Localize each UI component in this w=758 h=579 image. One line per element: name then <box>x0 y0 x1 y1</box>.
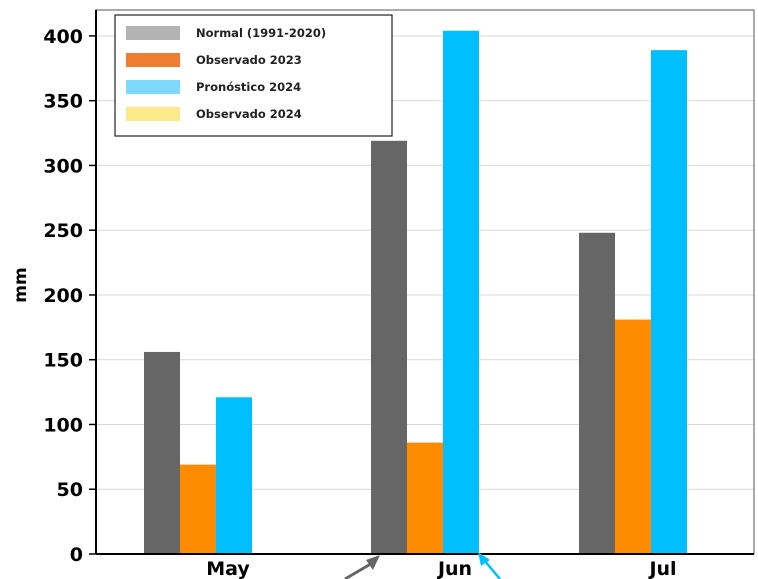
bar-observado-2023-jun <box>407 442 443 554</box>
bar-normal-1991-2020--may <box>144 351 180 554</box>
y-tick-label: 100 <box>43 414 83 436</box>
y-tick-label: 350 <box>43 91 83 113</box>
y-tick-label: 0 <box>70 544 83 566</box>
arrow-gray-head <box>366 555 380 570</box>
x-tick-label: Jul <box>647 558 676 579</box>
bar-pron-stico-2024-may <box>216 397 252 554</box>
bar-observado-2023-jul <box>615 319 651 554</box>
x-tick-labels: May Jun Jul <box>206 558 676 579</box>
y-axis-label: mm <box>11 267 31 302</box>
legend-swatch <box>126 53 180 67</box>
legend-swatch <box>126 107 180 121</box>
y-tick-label: 250 <box>43 220 83 242</box>
y-tick-labels: 0 50 100 150 200 250 300 350 400 <box>43 26 96 566</box>
legend-swatch <box>126 26 180 40</box>
annotation-arrows <box>344 552 501 579</box>
legend-label: Pronóstico 2024 <box>196 80 301 94</box>
y-tick-label: 300 <box>43 155 83 177</box>
bar-normal-1991-2020--jun <box>371 140 407 555</box>
y-tick-label: 150 <box>43 350 83 372</box>
legend-swatch <box>126 80 180 94</box>
y-tick-label: 200 <box>43 285 83 307</box>
legend-label: Observado 2023 <box>196 53 302 67</box>
arrow-gray <box>344 560 375 579</box>
x-tick-label: Jun <box>436 558 472 579</box>
arrow-blue-head <box>478 552 490 566</box>
bar-observado-2023-may <box>180 464 216 554</box>
legend: Normal (1991-2020) Observado 2023 Pronósti… <box>114 14 393 137</box>
legend-label: Observado 2024 <box>196 107 302 121</box>
bar-pron-stico-2024-jul <box>651 50 687 555</box>
y-tick-label: 50 <box>57 479 83 501</box>
bar-normal-1991-2020--jul <box>579 232 615 554</box>
bar-pron-stico-2024-jun <box>443 30 479 554</box>
x-tick-label: May <box>206 558 250 579</box>
arrow-blue <box>483 559 501 579</box>
y-tick-label: 400 <box>43 26 83 48</box>
bars <box>144 30 687 555</box>
legend-label: Normal (1991-2020) <box>196 26 326 40</box>
